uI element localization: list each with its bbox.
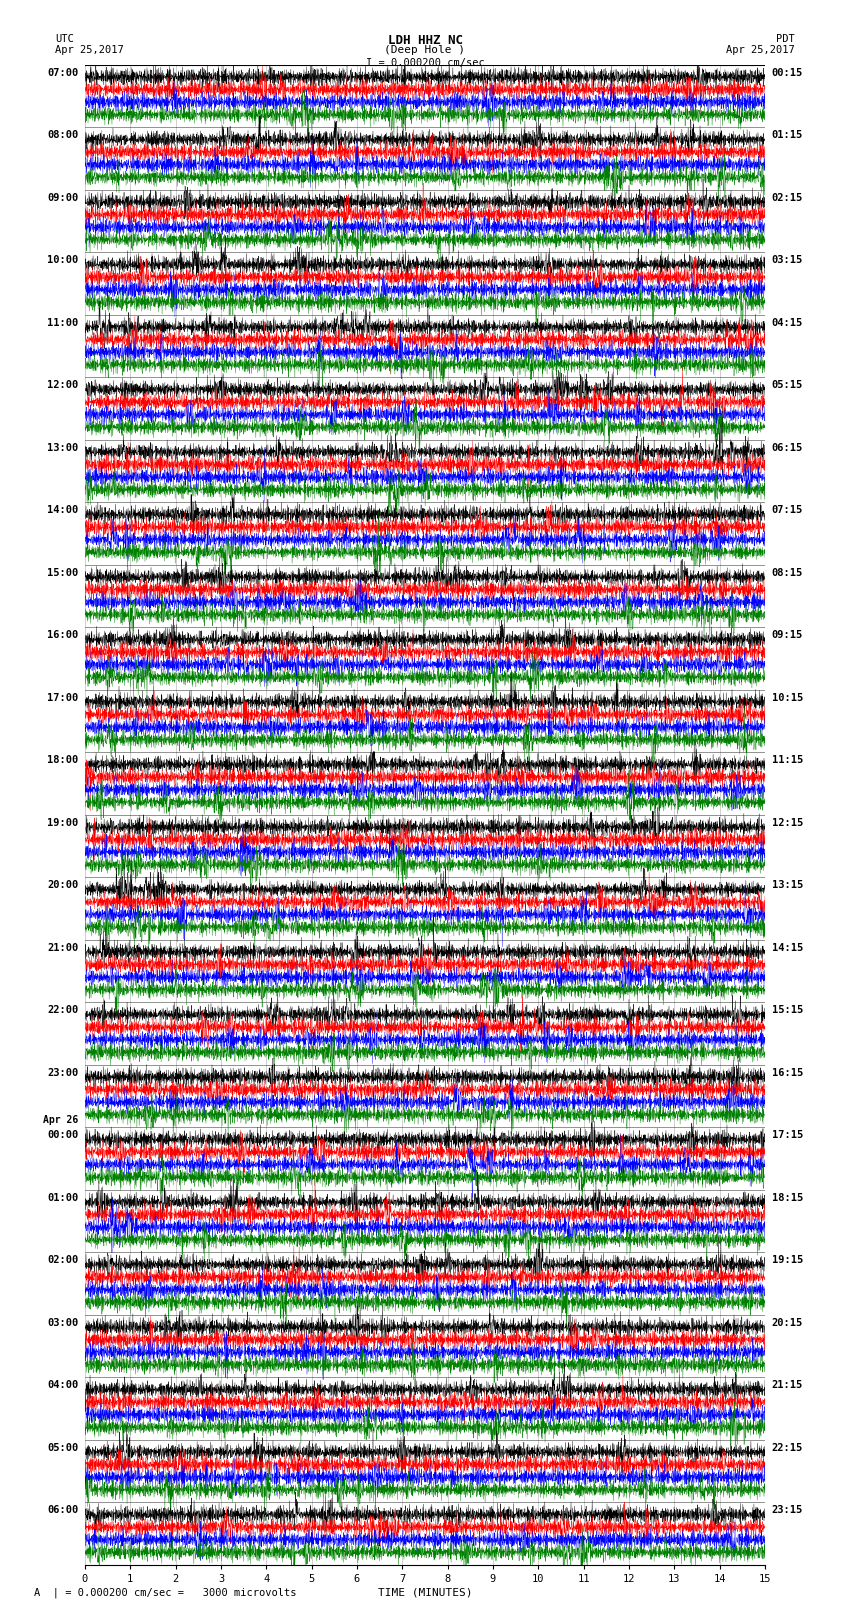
Text: 22:00: 22:00 (47, 1005, 78, 1015)
Text: 10:00: 10:00 (47, 255, 78, 265)
Text: 21:00: 21:00 (47, 942, 78, 953)
Text: 14:15: 14:15 (772, 942, 803, 953)
Text: 11:15: 11:15 (772, 755, 803, 765)
Text: (Deep Hole ): (Deep Hole ) (384, 45, 466, 55)
Text: 16:15: 16:15 (772, 1068, 803, 1077)
Text: 05:15: 05:15 (772, 381, 803, 390)
Text: 16:00: 16:00 (47, 631, 78, 640)
Text: 08:00: 08:00 (47, 131, 78, 140)
Text: 15:00: 15:00 (47, 568, 78, 577)
Text: 18:15: 18:15 (772, 1192, 803, 1203)
Text: 12:00: 12:00 (47, 381, 78, 390)
Text: 05:00: 05:00 (47, 1442, 78, 1453)
Text: 04:00: 04:00 (47, 1381, 78, 1390)
Text: 13:15: 13:15 (772, 881, 803, 890)
Text: 03:15: 03:15 (772, 255, 803, 265)
Text: 11:00: 11:00 (47, 318, 78, 327)
Text: 06:00: 06:00 (47, 1505, 78, 1515)
Text: 07:00: 07:00 (47, 68, 78, 77)
Text: 12:15: 12:15 (772, 818, 803, 827)
Text: 21:15: 21:15 (772, 1381, 803, 1390)
Text: 04:15: 04:15 (772, 318, 803, 327)
Text: 10:15: 10:15 (772, 692, 803, 703)
Text: 14:00: 14:00 (47, 505, 78, 515)
Text: Apr 25,2017: Apr 25,2017 (55, 45, 124, 55)
Text: PDT: PDT (776, 34, 795, 44)
Text: 02:00: 02:00 (47, 1255, 78, 1265)
Text: I = 0.000200 cm/sec: I = 0.000200 cm/sec (366, 58, 484, 68)
Text: 19:15: 19:15 (772, 1255, 803, 1265)
Text: 15:15: 15:15 (772, 1005, 803, 1015)
Text: 01:00: 01:00 (47, 1192, 78, 1203)
Text: 06:15: 06:15 (772, 442, 803, 453)
Text: 07:15: 07:15 (772, 505, 803, 515)
Text: Apr 25,2017: Apr 25,2017 (726, 45, 795, 55)
Text: 03:00: 03:00 (47, 1318, 78, 1327)
Text: 20:00: 20:00 (47, 881, 78, 890)
Text: 01:15: 01:15 (772, 131, 803, 140)
Text: 00:00: 00:00 (47, 1131, 78, 1140)
Text: 19:00: 19:00 (47, 818, 78, 827)
Text: 08:15: 08:15 (772, 568, 803, 577)
Text: 23:15: 23:15 (772, 1505, 803, 1515)
Text: 23:00: 23:00 (47, 1068, 78, 1077)
Text: 02:15: 02:15 (772, 192, 803, 203)
Text: 09:15: 09:15 (772, 631, 803, 640)
Text: 18:00: 18:00 (47, 755, 78, 765)
Text: 17:00: 17:00 (47, 692, 78, 703)
Text: UTC: UTC (55, 34, 74, 44)
Text: 22:15: 22:15 (772, 1442, 803, 1453)
Text: LDH HHZ NC: LDH HHZ NC (388, 34, 462, 47)
Text: 20:15: 20:15 (772, 1318, 803, 1327)
Text: 17:15: 17:15 (772, 1131, 803, 1140)
Text: 09:00: 09:00 (47, 192, 78, 203)
Text: Apr 26: Apr 26 (43, 1115, 78, 1124)
Text: A  | = 0.000200 cm/sec =   3000 microvolts: A | = 0.000200 cm/sec = 3000 microvolts (34, 1587, 297, 1598)
Text: 00:15: 00:15 (772, 68, 803, 77)
Text: 13:00: 13:00 (47, 442, 78, 453)
X-axis label: TIME (MINUTES): TIME (MINUTES) (377, 1587, 473, 1598)
